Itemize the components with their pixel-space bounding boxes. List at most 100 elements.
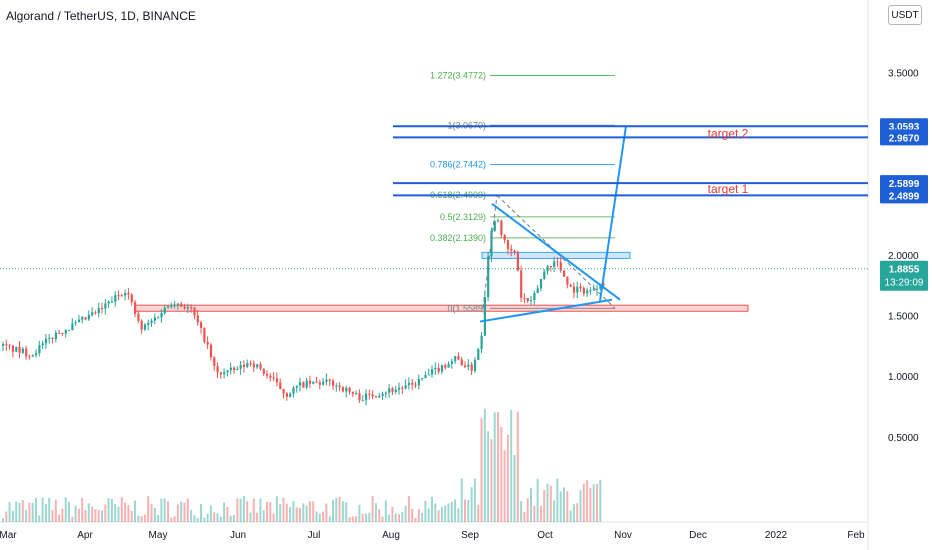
x-tick-label: Mar	[0, 530, 17, 541]
volume-bar	[569, 510, 572, 522]
candle-body	[242, 364, 246, 368]
volume-bar	[190, 509, 193, 522]
candle-body	[302, 382, 305, 388]
volume-bar	[450, 501, 453, 522]
candle-body	[163, 307, 166, 314]
volume-bar	[513, 454, 516, 522]
candle-body	[444, 365, 447, 368]
axis-price-badge-label: 2.9670	[889, 133, 920, 144]
candle-body	[394, 389, 397, 392]
candle-body	[229, 367, 232, 371]
volume-bar	[467, 500, 470, 522]
candle-body	[239, 364, 242, 369]
volume-bar	[233, 515, 235, 522]
candle-body	[15, 346, 18, 352]
y-tick-label: 1.0000	[888, 372, 919, 383]
candle-body	[21, 348, 24, 353]
candle-body	[378, 395, 381, 398]
volume-bar	[539, 505, 542, 522]
volume-bar	[94, 509, 97, 522]
candle-body	[345, 387, 348, 392]
volume-bar	[434, 503, 437, 522]
candle-body	[51, 337, 54, 339]
candle-body	[68, 330, 71, 332]
candle-body	[411, 382, 414, 385]
candle-body	[120, 295, 123, 297]
x-tick-label: Sep	[461, 530, 479, 541]
volume-bar	[381, 516, 384, 522]
volume-bar	[391, 506, 394, 522]
candle-body	[457, 356, 460, 360]
volume-bar	[282, 497, 285, 522]
volume-bar	[223, 502, 226, 522]
y-tick-label: 2.0000	[888, 251, 919, 262]
candle-body	[236, 368, 239, 371]
volume-bar	[143, 514, 146, 522]
volume-bar	[41, 497, 44, 522]
candle-body	[497, 220, 500, 222]
candle-body	[315, 381, 318, 383]
volume-bar	[332, 499, 334, 522]
candle-body	[539, 278, 543, 289]
candle-body	[589, 290, 592, 292]
candle-body	[282, 389, 285, 394]
axis-price-badge	[880, 129, 928, 146]
fib-level-label: 0.5(2.3129)	[440, 212, 486, 222]
volume-bar	[460, 478, 463, 522]
candle-body	[371, 394, 374, 397]
volume-bar	[586, 480, 589, 522]
volume-bar	[338, 496, 341, 522]
volume-bar	[114, 504, 117, 522]
triangle-upper-line	[491, 203, 621, 301]
candle-body	[299, 382, 302, 386]
volume-bar	[140, 516, 143, 522]
volume-bar	[236, 498, 239, 522]
volume-bar	[71, 516, 74, 522]
volume-bar	[97, 509, 100, 522]
volume-bar	[137, 515, 140, 522]
volume-bar	[404, 505, 407, 522]
candle-body	[401, 387, 404, 389]
volume-bar	[153, 507, 156, 522]
candle-body	[196, 315, 199, 323]
candle-body	[526, 298, 529, 302]
candle-body	[460, 359, 463, 366]
candle-body	[312, 381, 315, 384]
axis-price-badge-label: 2.5899	[889, 179, 920, 190]
candle-body	[226, 370, 229, 373]
volume-bar	[454, 499, 457, 522]
candle-body	[335, 385, 338, 387]
volume-bar	[285, 503, 288, 522]
current-price-label: 1.8855	[889, 265, 920, 276]
volume-bar	[28, 502, 31, 522]
volume-bar	[269, 502, 272, 522]
currency-button[interactable]: USDT	[888, 5, 922, 25]
candle-body	[483, 297, 486, 336]
candle-body	[130, 294, 133, 303]
volume-bar	[371, 496, 374, 522]
candle-body	[97, 308, 100, 314]
volume-bar	[127, 505, 130, 522]
volume-bar	[596, 483, 598, 522]
fib-level-label: 0.786(2.7442)	[430, 159, 486, 169]
candle-body	[44, 338, 48, 344]
volume-bar	[91, 506, 94, 522]
volume-bar	[546, 483, 549, 522]
candle-body	[328, 379, 331, 381]
volume-bar	[266, 501, 268, 522]
volume-bar	[424, 500, 427, 522]
x-tick-label: Apr	[77, 530, 93, 541]
candle-body	[18, 346, 21, 353]
candle-body	[48, 337, 51, 339]
axis-price-badge-label: 3.0593	[889, 122, 920, 133]
volume-bar	[242, 496, 245, 522]
volume-bar	[147, 496, 150, 522]
candle-body	[381, 393, 384, 396]
candle-body	[31, 354, 34, 357]
volume-bar	[477, 504, 480, 522]
x-tick-label: Nov	[614, 530, 632, 541]
candle-body	[566, 276, 569, 285]
volume-bar	[368, 512, 371, 522]
volume-bar	[302, 503, 305, 522]
